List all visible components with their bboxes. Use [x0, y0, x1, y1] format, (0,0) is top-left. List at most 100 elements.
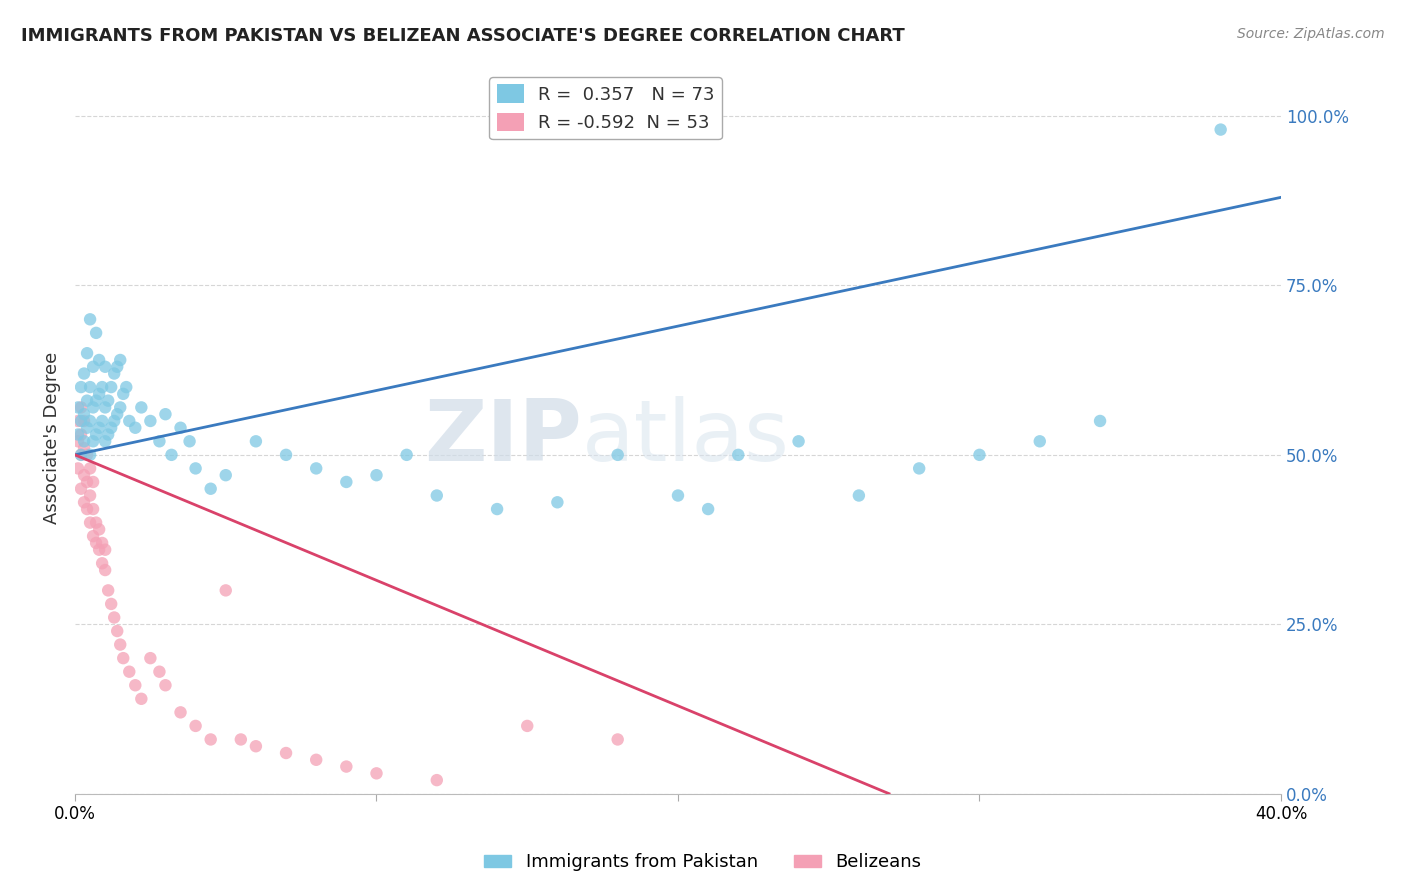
Point [70, 401, 93, 415]
Point [606, 448, 628, 462]
Point [94, 359, 117, 374]
Point [131, 691, 153, 706]
Point [76, 421, 98, 435]
Point [100, 597, 122, 611]
Point [112, 651, 135, 665]
Point [94, 434, 117, 449]
Point [91, 380, 114, 394]
Point [82, 401, 104, 415]
Text: Source: ZipAtlas.com: Source: ZipAtlas.com [1237, 27, 1385, 41]
Point [76, 448, 98, 462]
Point [73, 495, 96, 509]
Point [97, 393, 120, 408]
Point [426, 773, 449, 788]
Point [1029, 434, 1052, 449]
Text: atlas: atlas [582, 396, 790, 479]
Point [76, 502, 98, 516]
Point [245, 739, 267, 754]
Point [426, 489, 449, 503]
Legend: Immigrants from Pakistan, Belizeans: Immigrants from Pakistan, Belizeans [477, 847, 929, 879]
Point [118, 414, 141, 428]
Point [91, 536, 114, 550]
Point [112, 387, 135, 401]
Point [229, 732, 252, 747]
Point [89, 387, 111, 401]
Point [70, 380, 93, 394]
Text: IMMIGRANTS FROM PAKISTAN VS BELIZEAN ASSOCIATE'S DEGREE CORRELATION CHART: IMMIGRANTS FROM PAKISTAN VS BELIZEAN ASS… [21, 27, 905, 45]
Point [215, 468, 238, 483]
Point [305, 461, 328, 475]
Point [160, 448, 183, 462]
Point [73, 407, 96, 421]
Point [103, 610, 125, 624]
Point [908, 461, 931, 475]
Point [848, 489, 870, 503]
Point [606, 732, 628, 747]
Point [1088, 414, 1111, 428]
Point [84, 536, 107, 550]
Point [124, 421, 146, 435]
Point [305, 753, 328, 767]
Point [200, 732, 222, 747]
Point [118, 665, 141, 679]
Point [115, 380, 138, 394]
Point [76, 346, 98, 360]
Point [94, 563, 117, 577]
Point [89, 542, 111, 557]
Point [70, 448, 93, 462]
Point [274, 448, 297, 462]
Point [124, 678, 146, 692]
Point [66, 427, 89, 442]
Point [155, 678, 177, 692]
Point [787, 434, 810, 449]
Point [486, 502, 509, 516]
Point [91, 556, 114, 570]
Point [79, 461, 101, 475]
Point [94, 401, 117, 415]
Point [335, 759, 357, 773]
Point [546, 495, 568, 509]
Point [73, 434, 96, 449]
Point [76, 393, 98, 408]
Point [70, 414, 93, 428]
Point [697, 502, 720, 516]
Point [169, 421, 191, 435]
Point [89, 522, 111, 536]
Point [366, 766, 388, 780]
Point [70, 427, 93, 442]
Point [70, 482, 93, 496]
Point [169, 706, 191, 720]
Point [66, 461, 89, 475]
Point [110, 401, 132, 415]
Point [79, 380, 101, 394]
Point [184, 719, 207, 733]
Point [155, 407, 177, 421]
Point [245, 434, 267, 449]
Point [97, 427, 120, 442]
Point [97, 583, 120, 598]
Point [395, 448, 418, 462]
Point [727, 448, 749, 462]
Y-axis label: Associate's Degree: Associate's Degree [44, 351, 60, 524]
Point [516, 719, 538, 733]
Point [94, 542, 117, 557]
Point [79, 312, 101, 326]
Point [73, 468, 96, 483]
Text: ZIP: ZIP [423, 396, 582, 479]
Point [82, 529, 104, 543]
Point [131, 401, 153, 415]
Point [274, 746, 297, 760]
Point [66, 401, 89, 415]
Point [100, 380, 122, 394]
Point [139, 651, 162, 665]
Point [105, 359, 128, 374]
Point [110, 353, 132, 368]
Point [84, 427, 107, 442]
Point [105, 624, 128, 638]
Point [179, 434, 201, 449]
Point [79, 414, 101, 428]
Point [105, 407, 128, 421]
Point [79, 516, 101, 530]
Point [73, 414, 96, 428]
Point [84, 393, 107, 408]
